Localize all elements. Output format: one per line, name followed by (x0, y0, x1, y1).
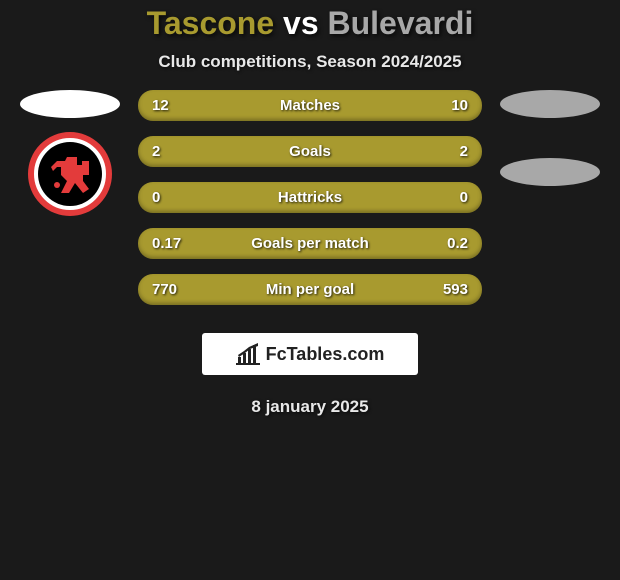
club-crest-icon (47, 151, 93, 197)
right-side-col (494, 90, 606, 186)
page-title: Tascone vs Bulevardi (0, 5, 620, 42)
stat-label: Matches (280, 97, 340, 114)
left-club-badge (28, 132, 112, 216)
page: Tascone vs Bulevardi Club competitions, … (0, 0, 620, 417)
right-club-ellipse (500, 158, 600, 186)
stat-value-right: 593 (432, 281, 468, 298)
footer-brand-box: FcTables.com (202, 333, 418, 375)
stat-value-left: 0 (152, 189, 188, 206)
stat-bar: 2 Goals 2 (138, 136, 482, 167)
stat-label: Hattricks (278, 189, 342, 206)
right-player-avatar (500, 90, 600, 118)
left-player-avatar (20, 90, 120, 118)
title-vs: vs (283, 5, 319, 41)
left-side-col (14, 90, 126, 216)
stat-value-left: 12 (152, 97, 188, 114)
stat-value-left: 770 (152, 281, 188, 298)
stat-bar: 0 Hattricks 0 (138, 182, 482, 213)
stat-label: Goals (289, 143, 331, 160)
stat-value-left: 2 (152, 143, 188, 160)
left-club-badge-inner (38, 142, 102, 206)
bar-chart-icon (236, 343, 260, 365)
stat-value-right: 10 (432, 97, 468, 114)
stat-value-right: 2 (432, 143, 468, 160)
footer-date: 8 january 2025 (0, 397, 620, 417)
stat-label: Goals per match (251, 235, 369, 252)
main-row: 12 Matches 10 2 Goals 2 0 Hattricks 0 0.17 Goals p… (0, 90, 620, 305)
stat-bar: 0.17 Goals per match 0.2 (138, 228, 482, 259)
footer-brand-text: FcTables.com (266, 344, 385, 365)
stat-value-right: 0.2 (432, 235, 468, 252)
title-left-name: Tascone (147, 5, 274, 41)
stat-value-right: 0 (432, 189, 468, 206)
stat-value-left: 0.17 (152, 235, 188, 252)
title-right-name: Bulevardi (328, 5, 474, 41)
stat-label: Min per goal (266, 281, 354, 298)
stat-bars: 12 Matches 10 2 Goals 2 0 Hattricks 0 0.17 Goals p… (138, 90, 482, 305)
stat-bar: 12 Matches 10 (138, 90, 482, 121)
subtitle: Club competitions, Season 2024/2025 (0, 52, 620, 72)
stat-bar: 770 Min per goal 593 (138, 274, 482, 305)
